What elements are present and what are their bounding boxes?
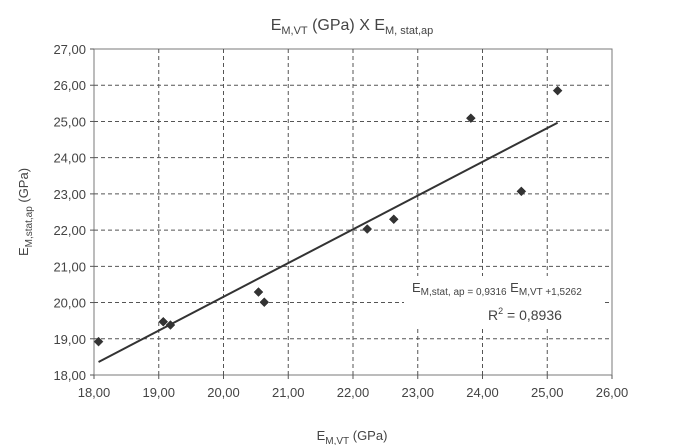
y-tick-label: 26,00 bbox=[53, 78, 86, 93]
trendline-equation: EM,stat, ap = 0,9316 EM,VT +1,5262 bbox=[412, 280, 582, 298]
x-tick-labels: 18,00 19,00 20,00 21,00 22,00 23,00 24,00 25,00… bbox=[78, 385, 629, 400]
data-point-marker bbox=[388, 214, 399, 225]
chart-title-mid: (GPa) X E bbox=[308, 17, 385, 34]
y-tick-label: 19,00 bbox=[53, 332, 86, 347]
y-tick-label: 20,00 bbox=[53, 296, 86, 311]
equation-lhs: E bbox=[412, 280, 421, 295]
equation-rhs: E bbox=[507, 280, 520, 295]
x-tick-label: 18,00 bbox=[78, 385, 111, 400]
y-axis-label-unit: (GPa) bbox=[16, 168, 31, 206]
x-tick-label: 24,00 bbox=[466, 385, 499, 400]
y-tick-label: 22,00 bbox=[53, 223, 86, 238]
data-point-marker bbox=[516, 186, 527, 197]
r-squared-r: R bbox=[488, 307, 498, 323]
x-tick-label: 25,00 bbox=[531, 385, 564, 400]
y-tick-labels: 18,00 19,00 20,00 21,00 22,00 23,00 24,00 25,00… bbox=[53, 42, 86, 383]
chart-title-main: E bbox=[271, 17, 282, 34]
trendline bbox=[98, 121, 559, 363]
x-axis-label-unit: (GPa) bbox=[349, 428, 387, 443]
data-point-marker bbox=[552, 85, 563, 96]
chart-title-sub-2: M, stat,ap bbox=[385, 25, 433, 37]
data-point-marker bbox=[259, 297, 270, 308]
r-squared-sup: 2 bbox=[498, 306, 503, 316]
y-tick-label: 27,00 bbox=[53, 42, 86, 57]
data-point-marker bbox=[93, 336, 104, 347]
x-tick-label: 20,00 bbox=[207, 385, 240, 400]
x-tick-label: 19,00 bbox=[142, 385, 175, 400]
x-tick-label: 22,00 bbox=[337, 385, 370, 400]
x-tick-label: 21,00 bbox=[272, 385, 305, 400]
y-tick-label: 21,00 bbox=[53, 259, 86, 274]
y-tick-label: 24,00 bbox=[53, 151, 86, 166]
chart-title-sub-1: M,VT bbox=[281, 25, 308, 37]
x-tick-label: 23,00 bbox=[401, 385, 434, 400]
y-tick-label: 18,00 bbox=[53, 368, 86, 383]
gridlines bbox=[90, 48, 613, 379]
data-points bbox=[93, 85, 563, 347]
trendline-group bbox=[98, 121, 559, 363]
data-point-marker bbox=[362, 224, 373, 234]
data-point-marker bbox=[253, 287, 264, 297]
r-squared-label: R2 = 0,8936 bbox=[488, 306, 562, 323]
equation-lhs-sub: M,stat, ap = 0,9316 bbox=[421, 287, 507, 298]
equation-rhs-sub: M,VT +1,5262 bbox=[519, 287, 582, 298]
y-axis-label: EM,stat,ap (GPa) bbox=[16, 168, 35, 256]
x-axis-label: EM,VT (GPa) bbox=[317, 428, 388, 445]
x-axis-label-main: E bbox=[317, 428, 326, 443]
x-axis-label-sub: M,VT bbox=[325, 436, 349, 445]
r-squared-value: = 0,8936 bbox=[503, 307, 562, 323]
y-axis-label-sub: M,stat,ap bbox=[24, 206, 35, 248]
data-point-marker bbox=[465, 113, 476, 124]
y-axis-label-main: E bbox=[16, 247, 31, 256]
x-tick-label: 26,00 bbox=[596, 385, 629, 400]
y-tick-label: 25,00 bbox=[53, 114, 86, 129]
equation-box-bg bbox=[404, 276, 604, 328]
chart-title: EM,VT (GPa) X EM, stat,ap bbox=[271, 17, 434, 37]
y-tick-label: 23,00 bbox=[53, 187, 86, 202]
data-point-marker bbox=[158, 316, 169, 327]
data-point-marker bbox=[165, 320, 176, 330]
